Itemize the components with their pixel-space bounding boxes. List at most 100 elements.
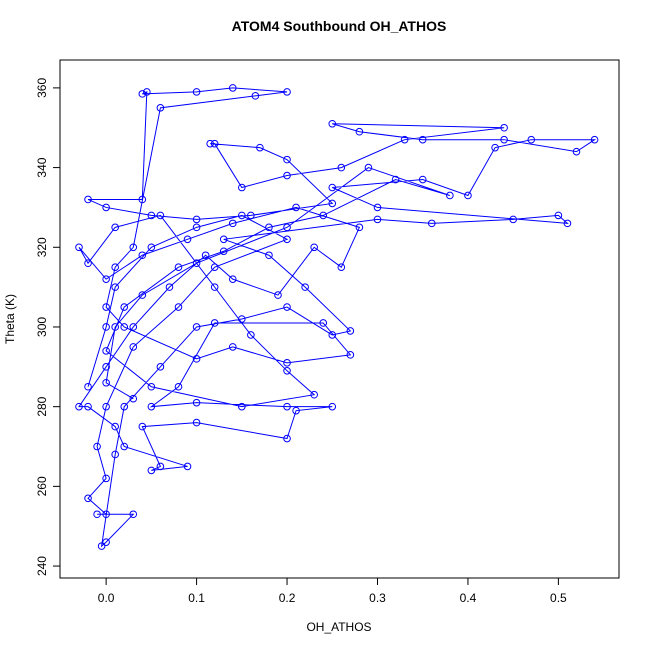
x-tick-label: 0.0	[98, 591, 115, 605]
data-point	[120, 303, 129, 311]
y-tick-label: 340	[35, 157, 49, 177]
data-point	[265, 223, 273, 232]
data-point	[129, 243, 138, 252]
x-tick-label: 0.5	[550, 591, 567, 605]
data-point	[147, 402, 156, 411]
y-tick-label: 240	[35, 556, 49, 576]
data-point	[228, 84, 237, 92]
data-point	[102, 347, 110, 355]
y-tick-label: 280	[35, 396, 49, 416]
data-point	[93, 442, 101, 451]
data-point	[491, 143, 499, 152]
data-point	[192, 418, 201, 427]
data-point	[206, 139, 214, 148]
data-point	[251, 92, 260, 100]
data-point	[97, 542, 106, 550]
data-point	[147, 243, 156, 252]
data-point	[238, 211, 246, 220]
data-point	[292, 203, 300, 212]
data-point	[228, 275, 237, 283]
data-point	[319, 319, 328, 327]
data-point	[400, 135, 409, 144]
data-point	[328, 331, 337, 339]
data-point	[93, 510, 101, 519]
data-point	[102, 323, 110, 331]
data-point	[174, 382, 183, 391]
data-point	[147, 382, 156, 391]
data-point	[143, 88, 151, 96]
data-point	[75, 243, 83, 252]
data-point	[418, 135, 427, 144]
data-point	[174, 303, 183, 311]
data-point	[102, 402, 110, 411]
data-point	[310, 243, 318, 252]
data-point	[283, 171, 291, 180]
data-point	[111, 263, 119, 272]
data-point	[192, 398, 201, 407]
data-point	[210, 139, 219, 148]
data-point	[274, 291, 282, 299]
data-point	[156, 104, 165, 112]
y-tick-label: 320	[35, 237, 49, 257]
data-point	[283, 223, 291, 232]
data-point	[337, 163, 346, 172]
data-point	[147, 211, 156, 220]
data-point	[147, 466, 156, 475]
data-point	[509, 215, 517, 224]
data-point	[111, 422, 119, 431]
data-point	[192, 88, 201, 96]
data-point	[102, 474, 110, 483]
data-point	[355, 127, 364, 136]
data-point	[283, 235, 291, 244]
data-point	[228, 343, 237, 351]
data-point	[138, 195, 147, 204]
data-point	[346, 351, 355, 359]
data-point	[283, 303, 291, 311]
data-point	[500, 123, 508, 132]
x-tick-label: 0.3	[369, 591, 386, 605]
data-point	[418, 175, 427, 184]
data-point	[156, 363, 165, 371]
chart-title: ATOM4 Southbound OH_ATHOS	[232, 18, 447, 34]
data-point	[174, 263, 183, 272]
data-point	[102, 363, 110, 371]
data-point	[355, 223, 364, 232]
data-point	[138, 251, 147, 260]
data-point	[283, 155, 291, 164]
data-point	[500, 135, 508, 144]
data-point	[210, 283, 219, 291]
data-point	[183, 462, 192, 471]
data-point	[328, 402, 337, 411]
data-point	[138, 90, 147, 98]
data-point	[156, 462, 165, 471]
data-point	[111, 223, 119, 232]
data-point	[192, 355, 201, 363]
data-point	[283, 402, 291, 411]
data-point	[301, 283, 309, 291]
data-point	[247, 331, 255, 339]
plot-frame	[59, 59, 620, 579]
data-point	[84, 195, 92, 204]
data-point	[283, 359, 291, 367]
data-point	[165, 283, 174, 291]
y-tick-label: 300	[35, 317, 49, 337]
data-point	[219, 235, 228, 244]
data-point	[238, 315, 246, 323]
data-point	[183, 235, 192, 244]
data-point	[292, 406, 300, 415]
data-point	[75, 402, 83, 411]
data-point	[129, 343, 138, 351]
data-point	[346, 327, 355, 335]
data-point	[120, 442, 129, 451]
data-point	[192, 323, 201, 331]
data-point	[102, 275, 110, 283]
data-point	[265, 251, 273, 260]
data-point	[138, 422, 147, 431]
data-point	[373, 203, 382, 212]
data-point	[310, 390, 318, 399]
data-point	[328, 199, 337, 208]
data-point	[238, 402, 246, 411]
data-point	[84, 402, 92, 411]
y-axis-label: Theta (K)	[3, 294, 17, 344]
